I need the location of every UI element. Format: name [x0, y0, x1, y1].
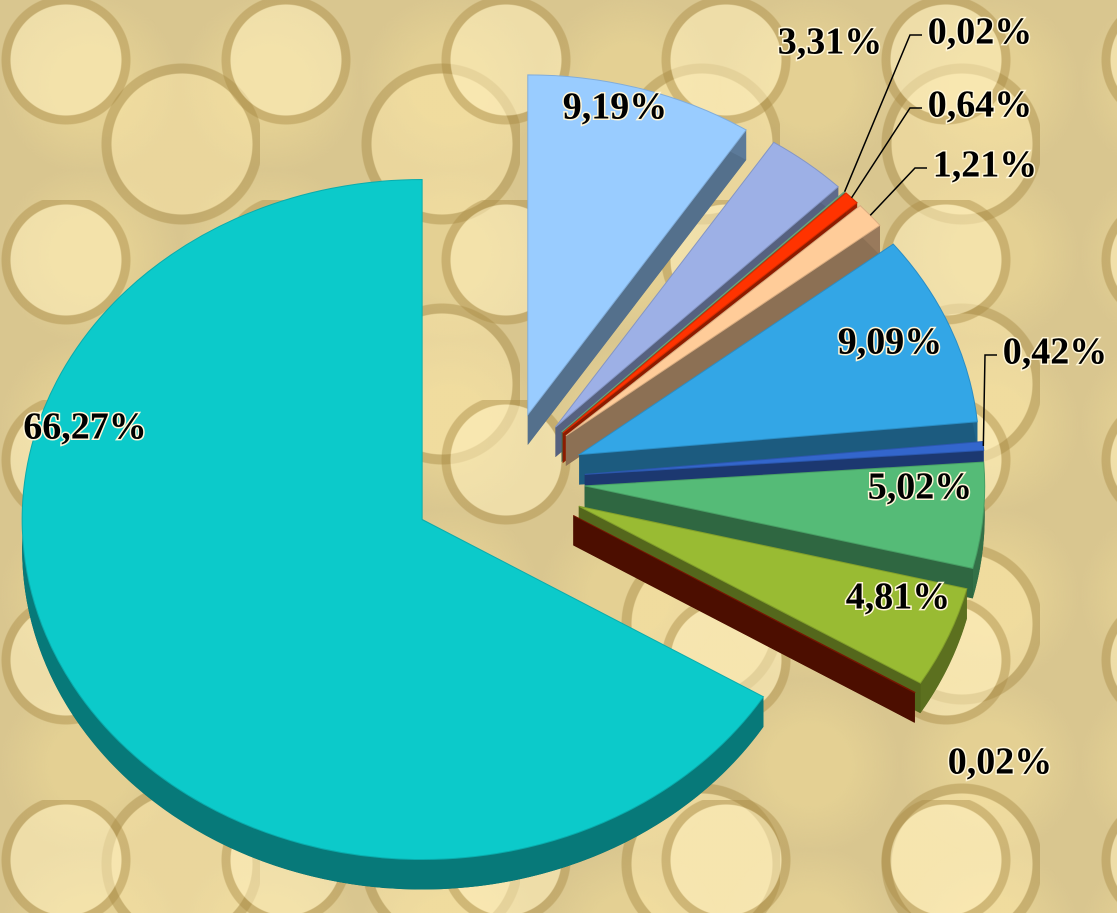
slice-side	[920, 588, 967, 714]
data-label: 4,81%	[846, 576, 951, 618]
data-label: 9,19%	[563, 86, 668, 128]
slice	[527, 74, 747, 417]
slice	[562, 192, 858, 434]
data-label: 0,02%	[928, 11, 1033, 53]
data-label: 1,21%	[933, 144, 1038, 186]
leader-line	[843, 34, 922, 192]
slice	[577, 243, 978, 456]
data-label: 0,42%	[1003, 331, 1108, 373]
slice	[21, 178, 765, 860]
data-label: 0,64%	[928, 84, 1033, 126]
slice	[584, 461, 986, 570]
data-label: 3,31%	[778, 21, 883, 63]
data-label: 66,27%	[23, 406, 147, 448]
slice	[578, 505, 968, 684]
slice	[573, 514, 916, 694]
slice-side	[972, 462, 985, 599]
slice	[554, 141, 840, 428]
data-label: 9,09%	[838, 321, 943, 363]
leader-line	[850, 107, 922, 199]
data-label: 5,02%	[868, 466, 973, 508]
data-label: 0,02%	[948, 741, 1053, 783]
slice-wall	[527, 129, 747, 445]
slice	[565, 204, 881, 437]
slice-wall	[565, 225, 880, 466]
leader-line	[869, 167, 927, 216]
slice-wall	[573, 515, 915, 723]
leader-line	[982, 354, 997, 446]
